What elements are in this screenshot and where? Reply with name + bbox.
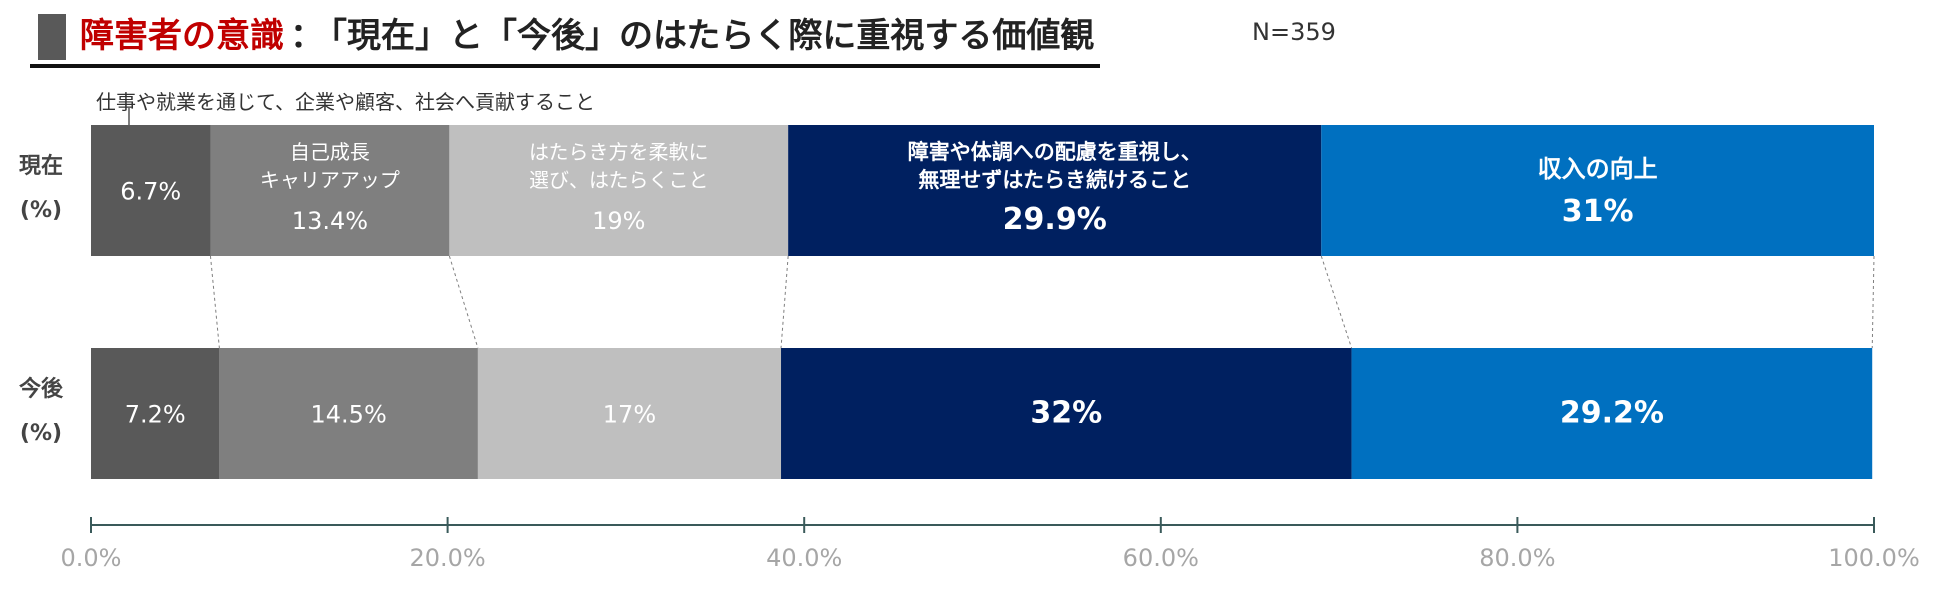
connector-line-4 — [1320, 255, 1353, 349]
bar-current-series-2 — [210, 125, 450, 256]
data-label-current-series-5: 31% — [1562, 194, 1634, 229]
row-label-current-line-2: (%) — [20, 198, 62, 223]
bar-future-series-2 — [219, 348, 478, 479]
segment-name-series-4-line-2: 無理せずはたらき続けること — [918, 168, 1191, 192]
segment-name-series-5-line-1: 収入の向上 — [1538, 155, 1658, 183]
segment-name-series-3-line-2: 選び、はたらくこと — [529, 168, 709, 192]
bar-future-series-5 — [1351, 348, 1873, 479]
bar-current-series-4 — [788, 125, 1322, 256]
title-main: 「現在」と「今後」のはたらく際に重視する価値観 — [330, 16, 1095, 56]
data-label-current-series-2: 13.4% — [292, 207, 368, 235]
data-label-future-series-3: 17% — [603, 401, 656, 429]
bar-future-series-1 — [91, 348, 220, 479]
x-tick-label-3: 60.0% — [1123, 544, 1199, 572]
connector-line-3 — [780, 255, 789, 349]
row-label-current-line-1: 現在 — [19, 153, 63, 179]
x-tick-label-1: 20.0% — [409, 544, 485, 572]
segment-name-series-2-line-1: 自己成長 — [290, 140, 370, 164]
data-label-current-series-4: 29.9% — [1003, 202, 1107, 237]
bar-current-series-3 — [449, 125, 789, 256]
data-label-future-series-2: 14.5% — [311, 401, 387, 429]
bar-future-series-3 — [477, 348, 782, 479]
x-tick-label-0: 0.0% — [61, 544, 122, 572]
series-1-annotation: 仕事や就業を通じて、企業や顧客、社会へ貢献すること — [96, 90, 595, 114]
x-tick-label-2: 40.0% — [766, 544, 842, 572]
title-bar: 障害者の意識：「現在」と「今後」のはたらく際に重視する価値観 — [30, 6, 1100, 68]
sample-size-label: N=359 — [1252, 18, 1336, 46]
connector-line-2 — [448, 255, 479, 349]
data-label-current-series-1: 6.7% — [120, 178, 181, 206]
data-label-current-series-3: 19% — [592, 207, 645, 235]
segment-name-series-3-line-1: はたらき方を柔軟に — [529, 140, 709, 164]
bar-future-series-4 — [781, 348, 1352, 479]
connector-line-1 — [209, 255, 220, 349]
row-label-future-line-1: 今後 — [19, 376, 64, 402]
data-label-future-series-5: 29.2% — [1560, 396, 1664, 431]
title-separator: ： — [290, 16, 324, 56]
title-marker — [38, 14, 66, 60]
bar-current-series-1 — [91, 125, 211, 256]
title-accent: 障害者の意識 — [80, 16, 284, 56]
segment-name-series-2-line-2: キャリアアップ — [260, 168, 400, 192]
connector-line-5 — [1871, 255, 1875, 349]
bar-current-series-5 — [1321, 125, 1874, 256]
x-tick-label-4: 80.0% — [1479, 544, 1555, 572]
segment-name-series-4-line-1: 障害や体調への配慮を重視し、 — [908, 140, 1202, 164]
x-tick-label-5: 100.0% — [1828, 544, 1920, 572]
data-label-future-series-1: 7.2% — [125, 401, 186, 429]
row-label-future-line-2: (%) — [20, 421, 62, 446]
data-label-future-series-4: 32% — [1030, 396, 1102, 431]
chart-title: 障害者の意識：「現在」と「今後」のはたらく際に重視する価値観 — [80, 12, 1094, 60]
